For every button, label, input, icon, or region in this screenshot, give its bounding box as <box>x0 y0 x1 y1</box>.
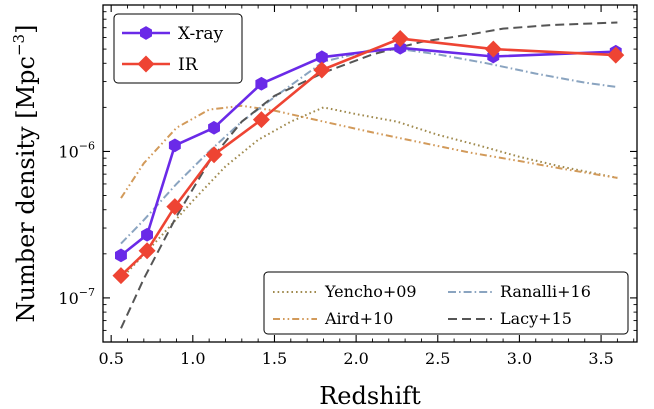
point-ir <box>607 46 625 64</box>
point-x-ray <box>168 138 181 153</box>
legend-label-lacy-15: Lacy+15 <box>500 309 572 328</box>
point-ir <box>112 267 130 285</box>
legend-models: Yencho+09 Aird+10 Ranalli+16 Lacy+15 <box>263 271 629 335</box>
legend-label-x-ray: X-ray <box>178 24 224 44</box>
x-tick-label: 3.0 <box>507 349 532 368</box>
y-axis-label: Number density [Mpc−3] <box>10 25 40 323</box>
model-line-aird-10 <box>120 104 618 199</box>
point-x-ray <box>255 76 268 91</box>
point-x-ray <box>141 227 153 242</box>
legend-primary: X-ray IR <box>113 13 243 84</box>
x-tick-label: 0.5 <box>98 349 123 368</box>
x-tick-label: 1.0 <box>180 349 205 368</box>
x-tick-label: 1.5 <box>262 349 287 368</box>
data-series <box>112 30 625 285</box>
legend-marker-ir <box>137 55 155 73</box>
point-ir <box>252 111 270 129</box>
x-tick-label: 2.5 <box>425 349 450 368</box>
y-tick-label: 10−6 <box>58 139 95 161</box>
x-tick-label: 3.5 <box>588 349 613 368</box>
point-ir <box>166 198 184 216</box>
legend-label-ir: IR <box>178 55 199 75</box>
model-line-ranalli-16 <box>120 48 618 245</box>
axis-ticks: 0.5 1.0 1.5 2.0 2.5 3.0 3.5 10−7 10−6 <box>58 5 637 368</box>
legend-label-aird-10: Aird+10 <box>324 309 393 328</box>
x-tick-label: 2.0 <box>343 349 368 368</box>
point-x-ray <box>208 120 220 135</box>
point-ir <box>484 40 502 58</box>
plot-frame <box>102 4 638 343</box>
y-axis-label-exponent: −3 <box>10 34 28 56</box>
y-axis-label-main: Number density [Mpc <box>12 56 40 322</box>
legend-marker-x-ray <box>140 26 152 40</box>
x-axis-label: Redshift <box>319 382 421 409</box>
point-x-ray <box>394 40 407 55</box>
point-ir <box>391 30 409 48</box>
point-ir <box>138 242 156 260</box>
point-x-ray <box>115 248 127 263</box>
legend-models-frame <box>263 271 629 335</box>
y-tick-label: 10−7 <box>58 286 95 308</box>
legend-label-yencho-09: Yencho+09 <box>324 282 417 301</box>
legend-label-ranalli-16: Ranalli+16 <box>500 282 591 301</box>
point-ir <box>313 61 331 79</box>
y-axis-label-bracket: ] <box>12 25 40 34</box>
point-ir <box>205 146 223 164</box>
